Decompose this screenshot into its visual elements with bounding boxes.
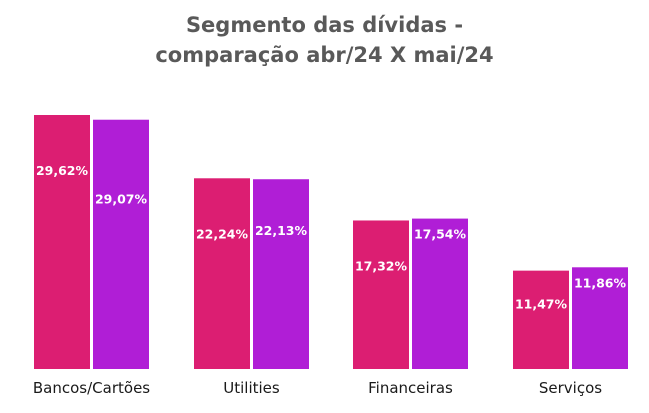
chart-title-line-1: Segmento das dívidas - — [185, 13, 464, 37]
chart-title: Segmento das dívidas - comparação abr/24… — [0, 10, 649, 70]
category-label: Serviços — [539, 379, 602, 397]
data-label: 17,54% — [414, 227, 467, 242]
data-label: 22,13% — [255, 223, 308, 238]
data-label: 11,47% — [515, 297, 568, 312]
data-label: 22,24% — [196, 226, 249, 241]
bar-mai-24-1 — [253, 179, 309, 369]
bar-mai-24-3 — [572, 267, 628, 369]
bar-abr-24-3 — [513, 270, 569, 369]
bar-abr-24-0 — [34, 115, 90, 369]
category-label: Utilities — [223, 379, 280, 397]
data-label: 29,07% — [95, 192, 148, 207]
data-label: 17,32% — [355, 258, 408, 273]
data-label: 29,62% — [36, 163, 89, 178]
data-label: 11,86% — [574, 275, 627, 290]
chart-title-line-2: comparação abr/24 X mai/24 — [155, 43, 494, 67]
bar-mai-24-2 — [412, 218, 468, 369]
bar-mai-24-0 — [93, 119, 149, 370]
category-label: Financeiras — [368, 379, 453, 397]
bar-abr-24-2 — [353, 220, 409, 369]
category-label: Bancos/Cartões — [33, 379, 150, 397]
bar-abr-24-1 — [194, 178, 250, 369]
